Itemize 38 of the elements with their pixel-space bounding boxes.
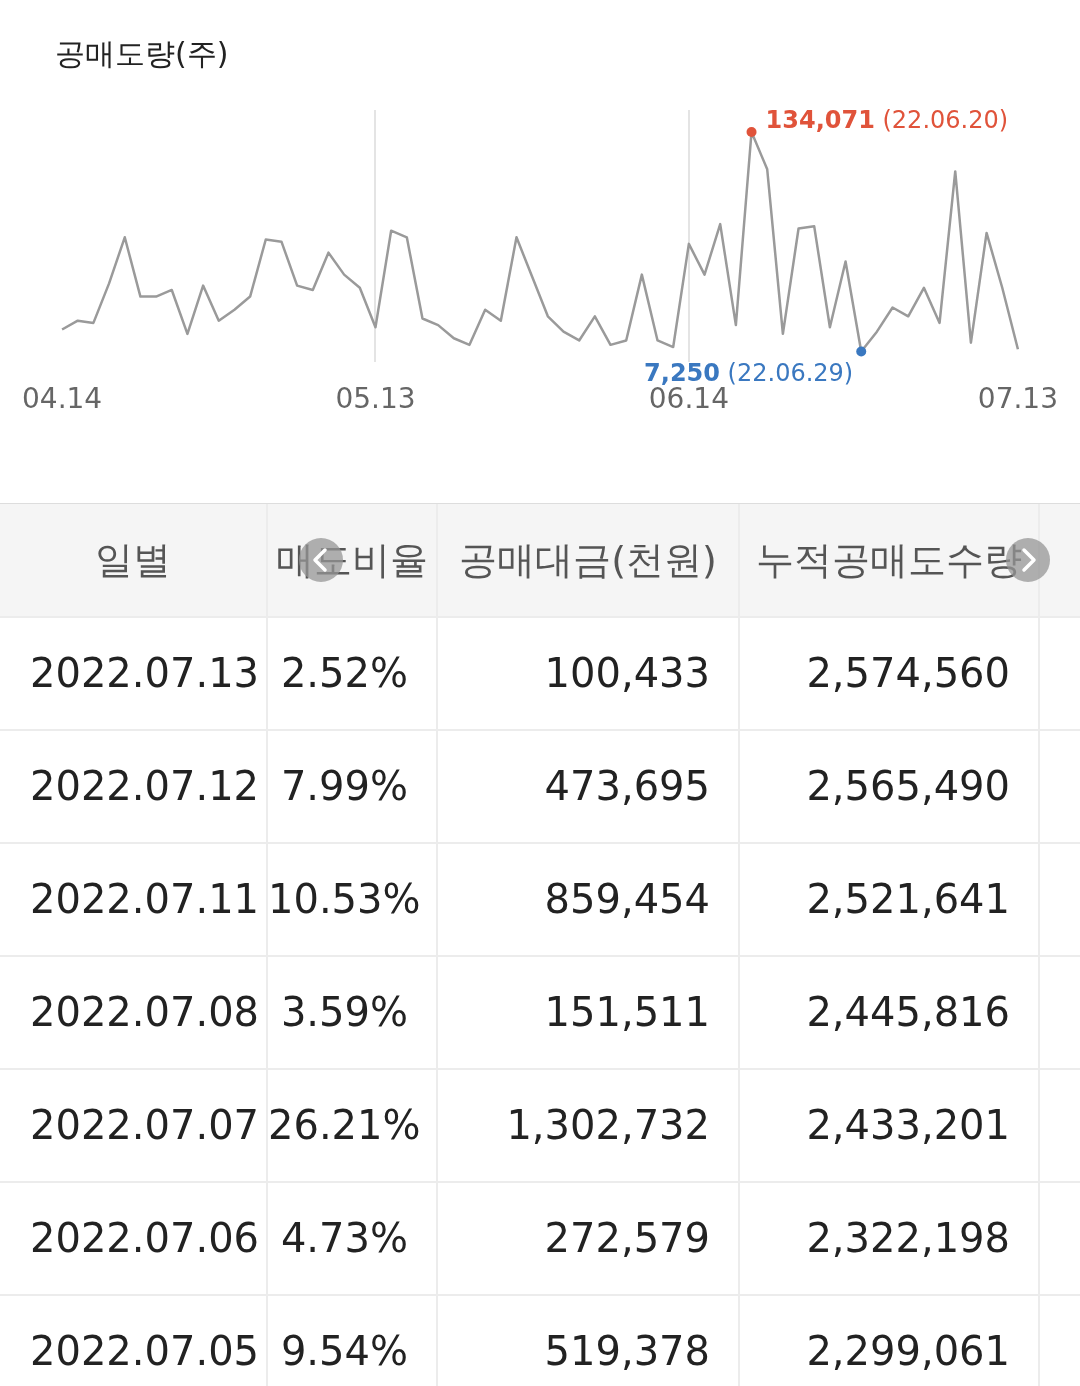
text: 2,299,061 bbox=[740, 1295, 1040, 1386]
text: 2022.07.06 bbox=[0, 1182, 268, 1294]
text: 3.59% bbox=[268, 956, 438, 1068]
category-label: 일별 bbox=[0, 504, 268, 616]
text: 4.73% bbox=[268, 1182, 438, 1294]
text: 2,521,641 bbox=[740, 843, 1040, 955]
text: 2022.07.05 bbox=[0, 1295, 268, 1386]
text: 2,433,201 bbox=[740, 1069, 1040, 1181]
category-label: 매도비율 bbox=[268, 504, 438, 616]
text: 7,250 (22.06.29) bbox=[644, 359, 854, 388]
category-label: 공매대금(천원) bbox=[438, 504, 740, 616]
x-tick-label: 07.13 bbox=[977, 382, 1059, 416]
text: 2022.07.11 bbox=[0, 843, 268, 955]
x-tick-label: 05.13 bbox=[335, 382, 416, 416]
text: 2.52% bbox=[268, 617, 438, 729]
text: 2,322,198 bbox=[740, 1182, 1040, 1294]
text: 7.99% bbox=[268, 730, 438, 842]
text: 519,378 bbox=[438, 1295, 740, 1386]
text: 100,433 bbox=[438, 617, 740, 729]
text: 2022.07.08 bbox=[0, 956, 268, 1068]
annotation: 134,071 (22.06.20) bbox=[765, 105, 1009, 134]
text: 2022.07.12 bbox=[0, 730, 268, 842]
text: 473,695 bbox=[438, 730, 740, 842]
text: 2,565,490 bbox=[740, 730, 1040, 842]
text: 151,511 bbox=[438, 956, 740, 1068]
text: 9.54% bbox=[268, 1295, 438, 1386]
text: 2,445,816 bbox=[740, 956, 1040, 1068]
text: 1,302,732 bbox=[438, 1069, 740, 1181]
chart-title: 공매도량(주) bbox=[55, 35, 229, 73]
text: 2,574,560 bbox=[740, 617, 1040, 729]
category-label: 누적공매도수량 bbox=[740, 504, 1040, 616]
text: 2022.07.07 bbox=[0, 1069, 268, 1181]
text: 2022.07.13 bbox=[0, 617, 268, 729]
x-tick-label: 04.14 bbox=[21, 382, 103, 416]
text: 10.53% bbox=[268, 843, 438, 955]
text: 26.21% bbox=[268, 1069, 438, 1181]
text: 859,454 bbox=[438, 843, 740, 955]
text: 272,579 bbox=[438, 1182, 740, 1294]
